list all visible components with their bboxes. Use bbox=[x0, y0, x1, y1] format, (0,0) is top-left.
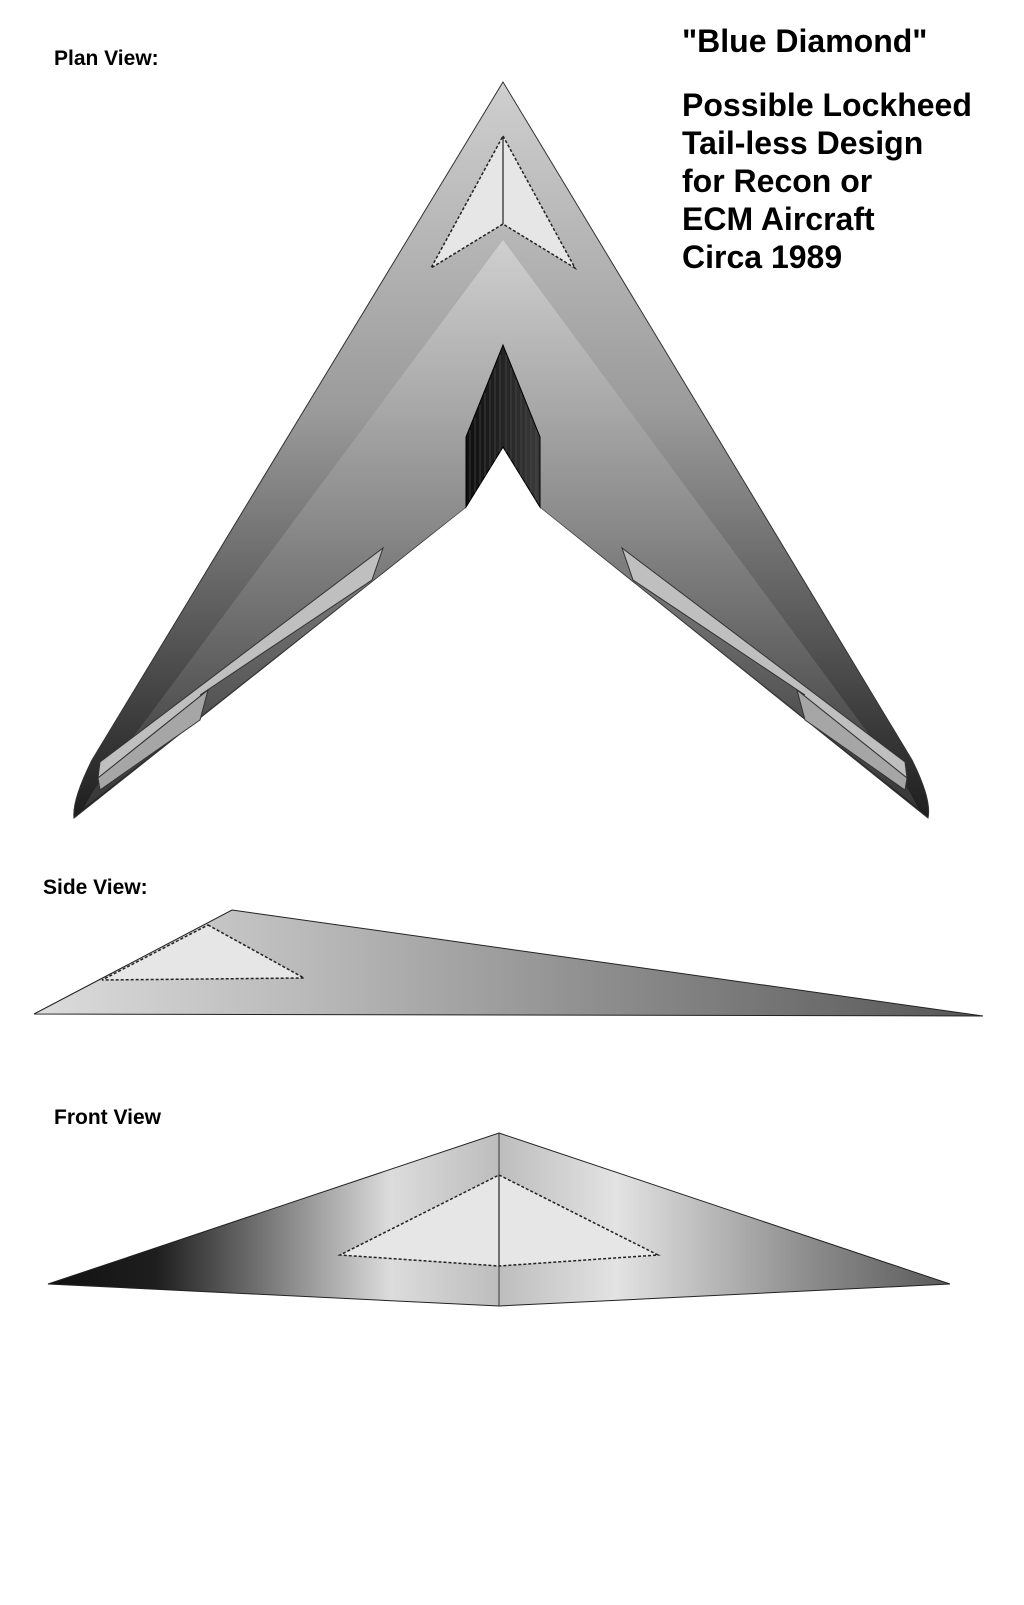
front-view-label: Front View bbox=[54, 1106, 161, 1129]
plan-left-flap-outer bbox=[97, 688, 209, 791]
subtitle-line: ECM Aircraft bbox=[682, 201, 875, 237]
subtitle-line: for Recon or bbox=[682, 163, 873, 199]
plan-exhaust-lines bbox=[469, 355, 537, 500]
side-fuselage bbox=[33, 909, 984, 1017]
side-view bbox=[33, 909, 984, 1017]
subtitle-line: Possible Lockheed bbox=[682, 87, 972, 123]
plan-exhaust bbox=[465, 343, 541, 509]
diagram-title: "Blue Diamond" bbox=[682, 23, 928, 59]
side-view-label: Side View: bbox=[43, 876, 148, 899]
plan-view-label: Plan View: bbox=[54, 47, 159, 70]
subtitle-line: Circa 1989 bbox=[682, 239, 843, 275]
front-view bbox=[47, 1132, 951, 1307]
title-block: "Blue Diamond" Possible Lockheed Tail-le… bbox=[682, 22, 972, 276]
plan-view bbox=[73, 81, 930, 819]
side-canopy bbox=[101, 924, 307, 981]
plan-right-flap-outer bbox=[796, 688, 908, 791]
plan-wing-inner bbox=[84, 240, 918, 808]
subtitle-line: Tail-less Design bbox=[682, 125, 924, 161]
